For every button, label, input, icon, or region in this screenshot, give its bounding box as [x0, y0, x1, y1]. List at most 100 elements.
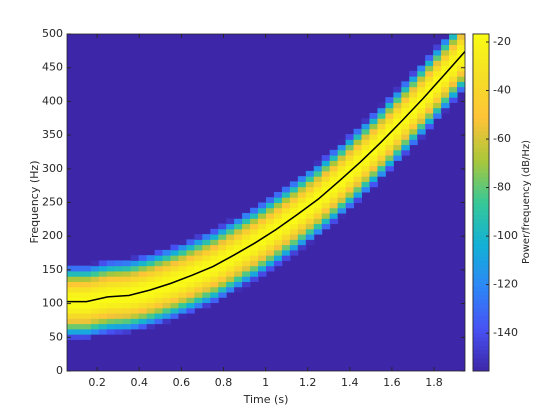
heatmap-cell: [425, 107, 434, 114]
colorbar-cell: [473, 227, 489, 233]
colorbar-cell: [473, 282, 489, 288]
heatmap-cell: [266, 228, 275, 235]
colorbar-cell: [473, 202, 489, 208]
heatmap-cell: [266, 244, 275, 251]
heatmap-cell: [401, 81, 410, 88]
heatmap-cell: [82, 328, 92, 335]
heatmap-cell: [305, 170, 315, 177]
heatmap-cell: [409, 107, 418, 114]
heatmap-cell: [401, 128, 410, 135]
heatmap-cell: [409, 139, 418, 146]
heatmap-cell: [449, 76, 458, 82]
heatmap-cell: [417, 107, 426, 114]
heatmap-cell: [178, 239, 187, 246]
heatmap-cell: [106, 265, 116, 272]
heatmap-cell: [441, 65, 450, 72]
heatmap-cell: [457, 34, 465, 40]
heatmap-cell: [178, 260, 187, 267]
colorbar-cell: [473, 156, 489, 161]
x-axis-label: Time (s): [243, 393, 289, 406]
heatmap-cell: [457, 55, 465, 61]
heatmap-cell: [441, 91, 450, 98]
heatmap-cell: [393, 112, 402, 119]
heatmap-cell: [82, 265, 92, 272]
heatmap-cell: [74, 334, 84, 340]
heatmap-cell: [425, 112, 434, 119]
heatmap-cell: [98, 323, 108, 330]
heatmap-cell: [162, 297, 171, 304]
heatmap-cell: [345, 176, 355, 182]
heatmap-cell: [242, 255, 251, 261]
heatmap-cell: [162, 270, 171, 277]
heatmap-cell: [258, 255, 267, 261]
heatmap-cell: [393, 91, 402, 98]
heatmap-cell: [337, 191, 347, 198]
heatmap-cell: [154, 249, 164, 256]
heatmap-cell: [178, 255, 187, 261]
heatmap-cell: [98, 302, 108, 309]
heatmap-cell: [377, 149, 386, 156]
heatmap-cell: [258, 249, 267, 256]
heatmap-cell: [377, 170, 386, 177]
colorbar-tick-label: -120: [493, 278, 518, 291]
heatmap-cell: [67, 302, 76, 309]
heatmap-cell: [401, 97, 410, 103]
heatmap-cell: [457, 70, 465, 77]
colorbar-cell: [473, 219, 489, 225]
heatmap-cell: [194, 276, 203, 282]
heatmap-cell: [194, 286, 203, 293]
heatmap-cell: [114, 328, 124, 335]
heatmap-cell: [82, 318, 92, 325]
heatmap-cell: [449, 70, 458, 77]
heatmap-cell: [138, 281, 148, 288]
heatmap-cell: [449, 39, 458, 46]
heatmap-cell: [146, 260, 156, 267]
heatmap-cell: [170, 302, 179, 309]
heatmap-cell: [194, 281, 203, 288]
colorbar-cell: [473, 328, 489, 334]
heatmap-cell: [154, 318, 164, 325]
heatmap-cell: [401, 102, 410, 109]
heatmap-cell: [106, 260, 116, 267]
heatmap-cell: [194, 234, 203, 240]
heatmap-cell: [178, 302, 187, 309]
heatmap-cell: [90, 286, 100, 293]
heatmap-cell: [425, 76, 434, 82]
colorbar-cell: [473, 345, 489, 351]
heatmap-cell: [345, 160, 355, 167]
heatmap-cell: [281, 249, 291, 256]
heatmap-cell: [258, 244, 267, 251]
heatmap-cell: [385, 134, 394, 140]
heatmap-cell: [138, 297, 148, 304]
heatmap-cell: [337, 170, 347, 177]
heatmap-cell: [273, 197, 283, 203]
heatmap-cell: [361, 170, 370, 177]
heatmap-cell: [114, 313, 124, 319]
heatmap-cell: [401, 91, 410, 98]
heatmap-cell: [74, 270, 84, 277]
heatmap-cell: [218, 255, 227, 261]
heatmap-cell: [266, 255, 275, 261]
heatmap-cell: [353, 170, 363, 177]
heatmap-cell: [146, 270, 156, 277]
colorbar-cell: [473, 59, 489, 64]
colorbar-cell: [473, 109, 489, 115]
colorbar-cell: [473, 358, 489, 364]
heatmap-cell: [417, 134, 426, 140]
colorbar-cell: [473, 253, 489, 258]
heatmap-cell: [377, 155, 386, 161]
heatmap-cell: [345, 139, 355, 146]
heatmap-cell: [297, 223, 307, 230]
heatmap-cell: [329, 218, 339, 225]
heatmap-cell: [202, 249, 211, 256]
colorbar-cell: [473, 278, 489, 284]
heatmap-cell: [74, 286, 84, 293]
heatmap-cell: [194, 297, 203, 304]
heatmap-cell: [313, 218, 323, 225]
colorbar-cell: [473, 105, 489, 111]
heatmap-cell: [258, 213, 267, 219]
heatmap-cell: [273, 255, 283, 261]
y-tick-label: 100: [42, 297, 63, 310]
heatmap-cell: [146, 297, 156, 304]
heatmap-cell: [106, 318, 116, 325]
